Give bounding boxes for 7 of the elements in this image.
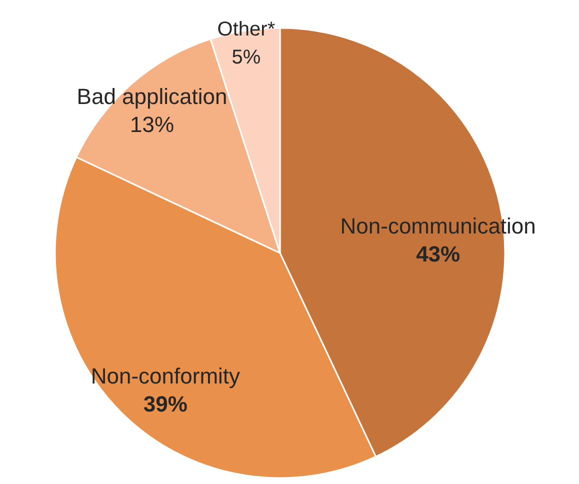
data-label: 43% [416, 242, 460, 267]
data-label: 13% [130, 112, 174, 137]
data-label: 39% [143, 392, 188, 417]
slice-label: Non-conformity [90, 364, 240, 389]
slice-label: Other* [217, 18, 276, 41]
slice-label: Bad application [76, 84, 228, 109]
data-label: 5% [232, 46, 261, 69]
